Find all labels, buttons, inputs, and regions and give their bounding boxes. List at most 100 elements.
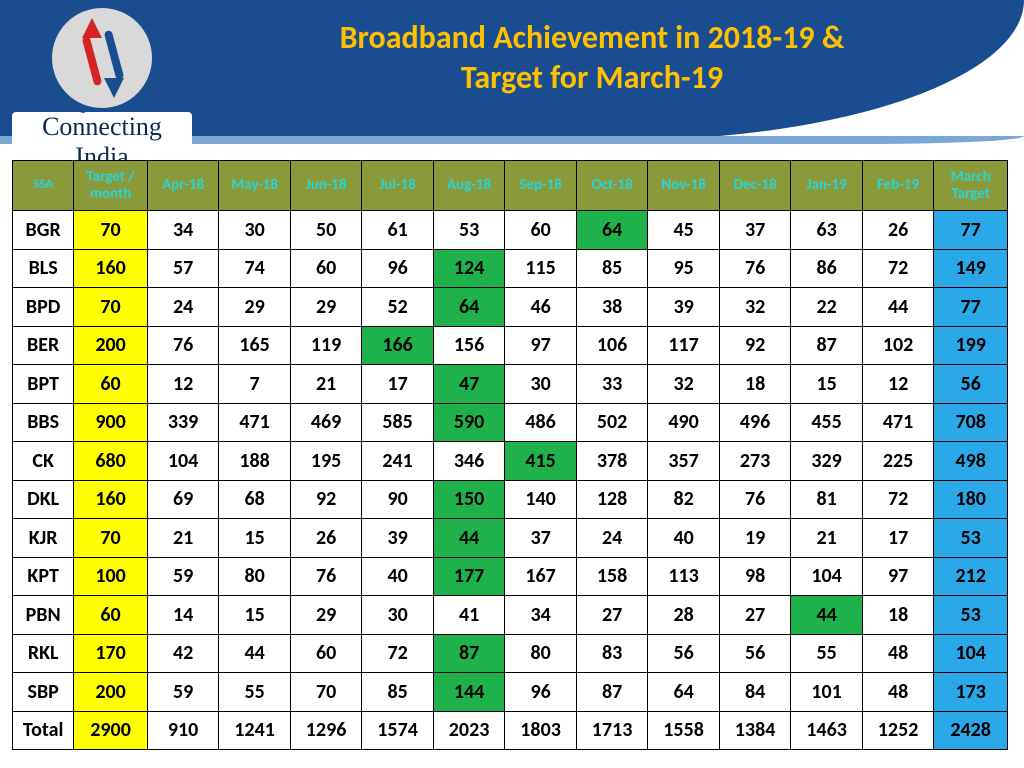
achievement-table: SSATarget / monthApr-18May-18Jun-18Jul-1… bbox=[12, 160, 1008, 750]
month-cell: 150 bbox=[433, 480, 505, 519]
month-cell: 490 bbox=[648, 403, 720, 442]
month-cell: 119 bbox=[290, 326, 362, 365]
month-cell: 59 bbox=[147, 557, 219, 596]
table-row: KJR70211526394437244019211753 bbox=[13, 519, 1008, 558]
target-cell: 680 bbox=[74, 442, 148, 481]
table-row: DKL1606968929015014012882768172180 bbox=[13, 480, 1008, 519]
month-cell: 273 bbox=[719, 442, 791, 481]
month-cell: 87 bbox=[433, 634, 505, 673]
march-target-cell: 56 bbox=[934, 365, 1008, 404]
month-cell: 40 bbox=[362, 557, 434, 596]
table-header-cell: Dec-18 bbox=[719, 161, 791, 211]
table-header-cell: Nov-18 bbox=[648, 161, 720, 211]
arrow-up-icon bbox=[82, 18, 102, 38]
month-cell: 21 bbox=[147, 519, 219, 558]
month-cell: 81 bbox=[791, 480, 863, 519]
month-cell: 80 bbox=[505, 634, 577, 673]
month-cell: 76 bbox=[290, 557, 362, 596]
month-cell: 64 bbox=[576, 211, 648, 250]
table-row: BBS9003394714695855904865024904964554717… bbox=[13, 403, 1008, 442]
month-cell: 15 bbox=[791, 365, 863, 404]
month-cell: 74 bbox=[219, 249, 291, 288]
table-row: RKL1704244607287808356565548104 bbox=[13, 634, 1008, 673]
month-cell: 47 bbox=[433, 365, 505, 404]
month-cell: 48 bbox=[862, 673, 934, 712]
title-line-2: Target for March-19 bbox=[200, 58, 984, 98]
ssa-cell: BPT bbox=[13, 365, 74, 404]
month-cell: 29 bbox=[219, 288, 291, 327]
target-cell: 70 bbox=[74, 288, 148, 327]
month-cell: 1713 bbox=[576, 711, 648, 750]
month-cell: 128 bbox=[576, 480, 648, 519]
month-cell: 76 bbox=[719, 249, 791, 288]
month-cell: 156 bbox=[433, 326, 505, 365]
month-cell: 69 bbox=[147, 480, 219, 519]
month-cell: 56 bbox=[648, 634, 720, 673]
ssa-cell: BPD bbox=[13, 288, 74, 327]
month-cell: 12 bbox=[147, 365, 219, 404]
month-cell: 87 bbox=[791, 326, 863, 365]
month-cell: 29 bbox=[290, 288, 362, 327]
month-cell: 59 bbox=[147, 673, 219, 712]
table-row: SBP200595570851449687648410148173 bbox=[13, 673, 1008, 712]
table-row: BGR70343050615360644537632677 bbox=[13, 211, 1008, 250]
month-cell: 82 bbox=[648, 480, 720, 519]
month-cell: 1463 bbox=[791, 711, 863, 750]
month-cell: 46 bbox=[505, 288, 577, 327]
month-cell: 166 bbox=[362, 326, 434, 365]
month-cell: 144 bbox=[433, 673, 505, 712]
month-cell: 72 bbox=[862, 249, 934, 288]
march-target-cell: 199 bbox=[934, 326, 1008, 365]
month-cell: 50 bbox=[290, 211, 362, 250]
month-cell: 68 bbox=[219, 480, 291, 519]
logo-circle bbox=[52, 8, 152, 108]
month-cell: 84 bbox=[719, 673, 791, 712]
ssa-cell: CK bbox=[13, 442, 74, 481]
month-cell: 18 bbox=[719, 365, 791, 404]
month-cell: 15 bbox=[219, 596, 291, 635]
month-cell: 17 bbox=[362, 365, 434, 404]
target-cell: 200 bbox=[74, 326, 148, 365]
month-cell: 18 bbox=[862, 596, 934, 635]
month-cell: 241 bbox=[362, 442, 434, 481]
month-cell: 1296 bbox=[290, 711, 362, 750]
month-cell: 471 bbox=[219, 403, 291, 442]
month-cell: 86 bbox=[791, 249, 863, 288]
month-cell: 39 bbox=[648, 288, 720, 327]
target-cell: 70 bbox=[74, 519, 148, 558]
march-target-cell: 173 bbox=[934, 673, 1008, 712]
month-cell: 225 bbox=[862, 442, 934, 481]
ssa-cell: KPT bbox=[13, 557, 74, 596]
table-header-cell: Oct-18 bbox=[576, 161, 648, 211]
month-cell: 1574 bbox=[362, 711, 434, 750]
month-cell: 32 bbox=[719, 288, 791, 327]
month-cell: 95 bbox=[648, 249, 720, 288]
month-cell: 357 bbox=[648, 442, 720, 481]
month-cell: 38 bbox=[576, 288, 648, 327]
arrow-down-icon bbox=[104, 78, 124, 98]
month-cell: 44 bbox=[433, 519, 505, 558]
page-title: Broadband Achievement in 2018-19 & Targe… bbox=[200, 18, 984, 98]
target-cell: 170 bbox=[74, 634, 148, 673]
month-cell: 329 bbox=[791, 442, 863, 481]
month-cell: 76 bbox=[719, 480, 791, 519]
table-row: PBN60141529304134272827441853 bbox=[13, 596, 1008, 635]
logo: Connecting India bbox=[12, 8, 192, 172]
table-header-cell: Feb-19 bbox=[862, 161, 934, 211]
march-target-cell: 212 bbox=[934, 557, 1008, 596]
month-cell: 52 bbox=[362, 288, 434, 327]
month-cell: 85 bbox=[362, 673, 434, 712]
title-line-1: Broadband Achievement in 2018-19 & bbox=[200, 18, 984, 58]
month-cell: 61 bbox=[362, 211, 434, 250]
month-cell: 26 bbox=[862, 211, 934, 250]
month-cell: 101 bbox=[791, 673, 863, 712]
month-cell: 80 bbox=[219, 557, 291, 596]
month-cell: 70 bbox=[290, 673, 362, 712]
month-cell: 1558 bbox=[648, 711, 720, 750]
month-cell: 45 bbox=[648, 211, 720, 250]
month-cell: 339 bbox=[147, 403, 219, 442]
month-cell: 37 bbox=[719, 211, 791, 250]
month-cell: 98 bbox=[719, 557, 791, 596]
table-row: BER20076165119166156971061179287102199 bbox=[13, 326, 1008, 365]
month-cell: 910 bbox=[147, 711, 219, 750]
